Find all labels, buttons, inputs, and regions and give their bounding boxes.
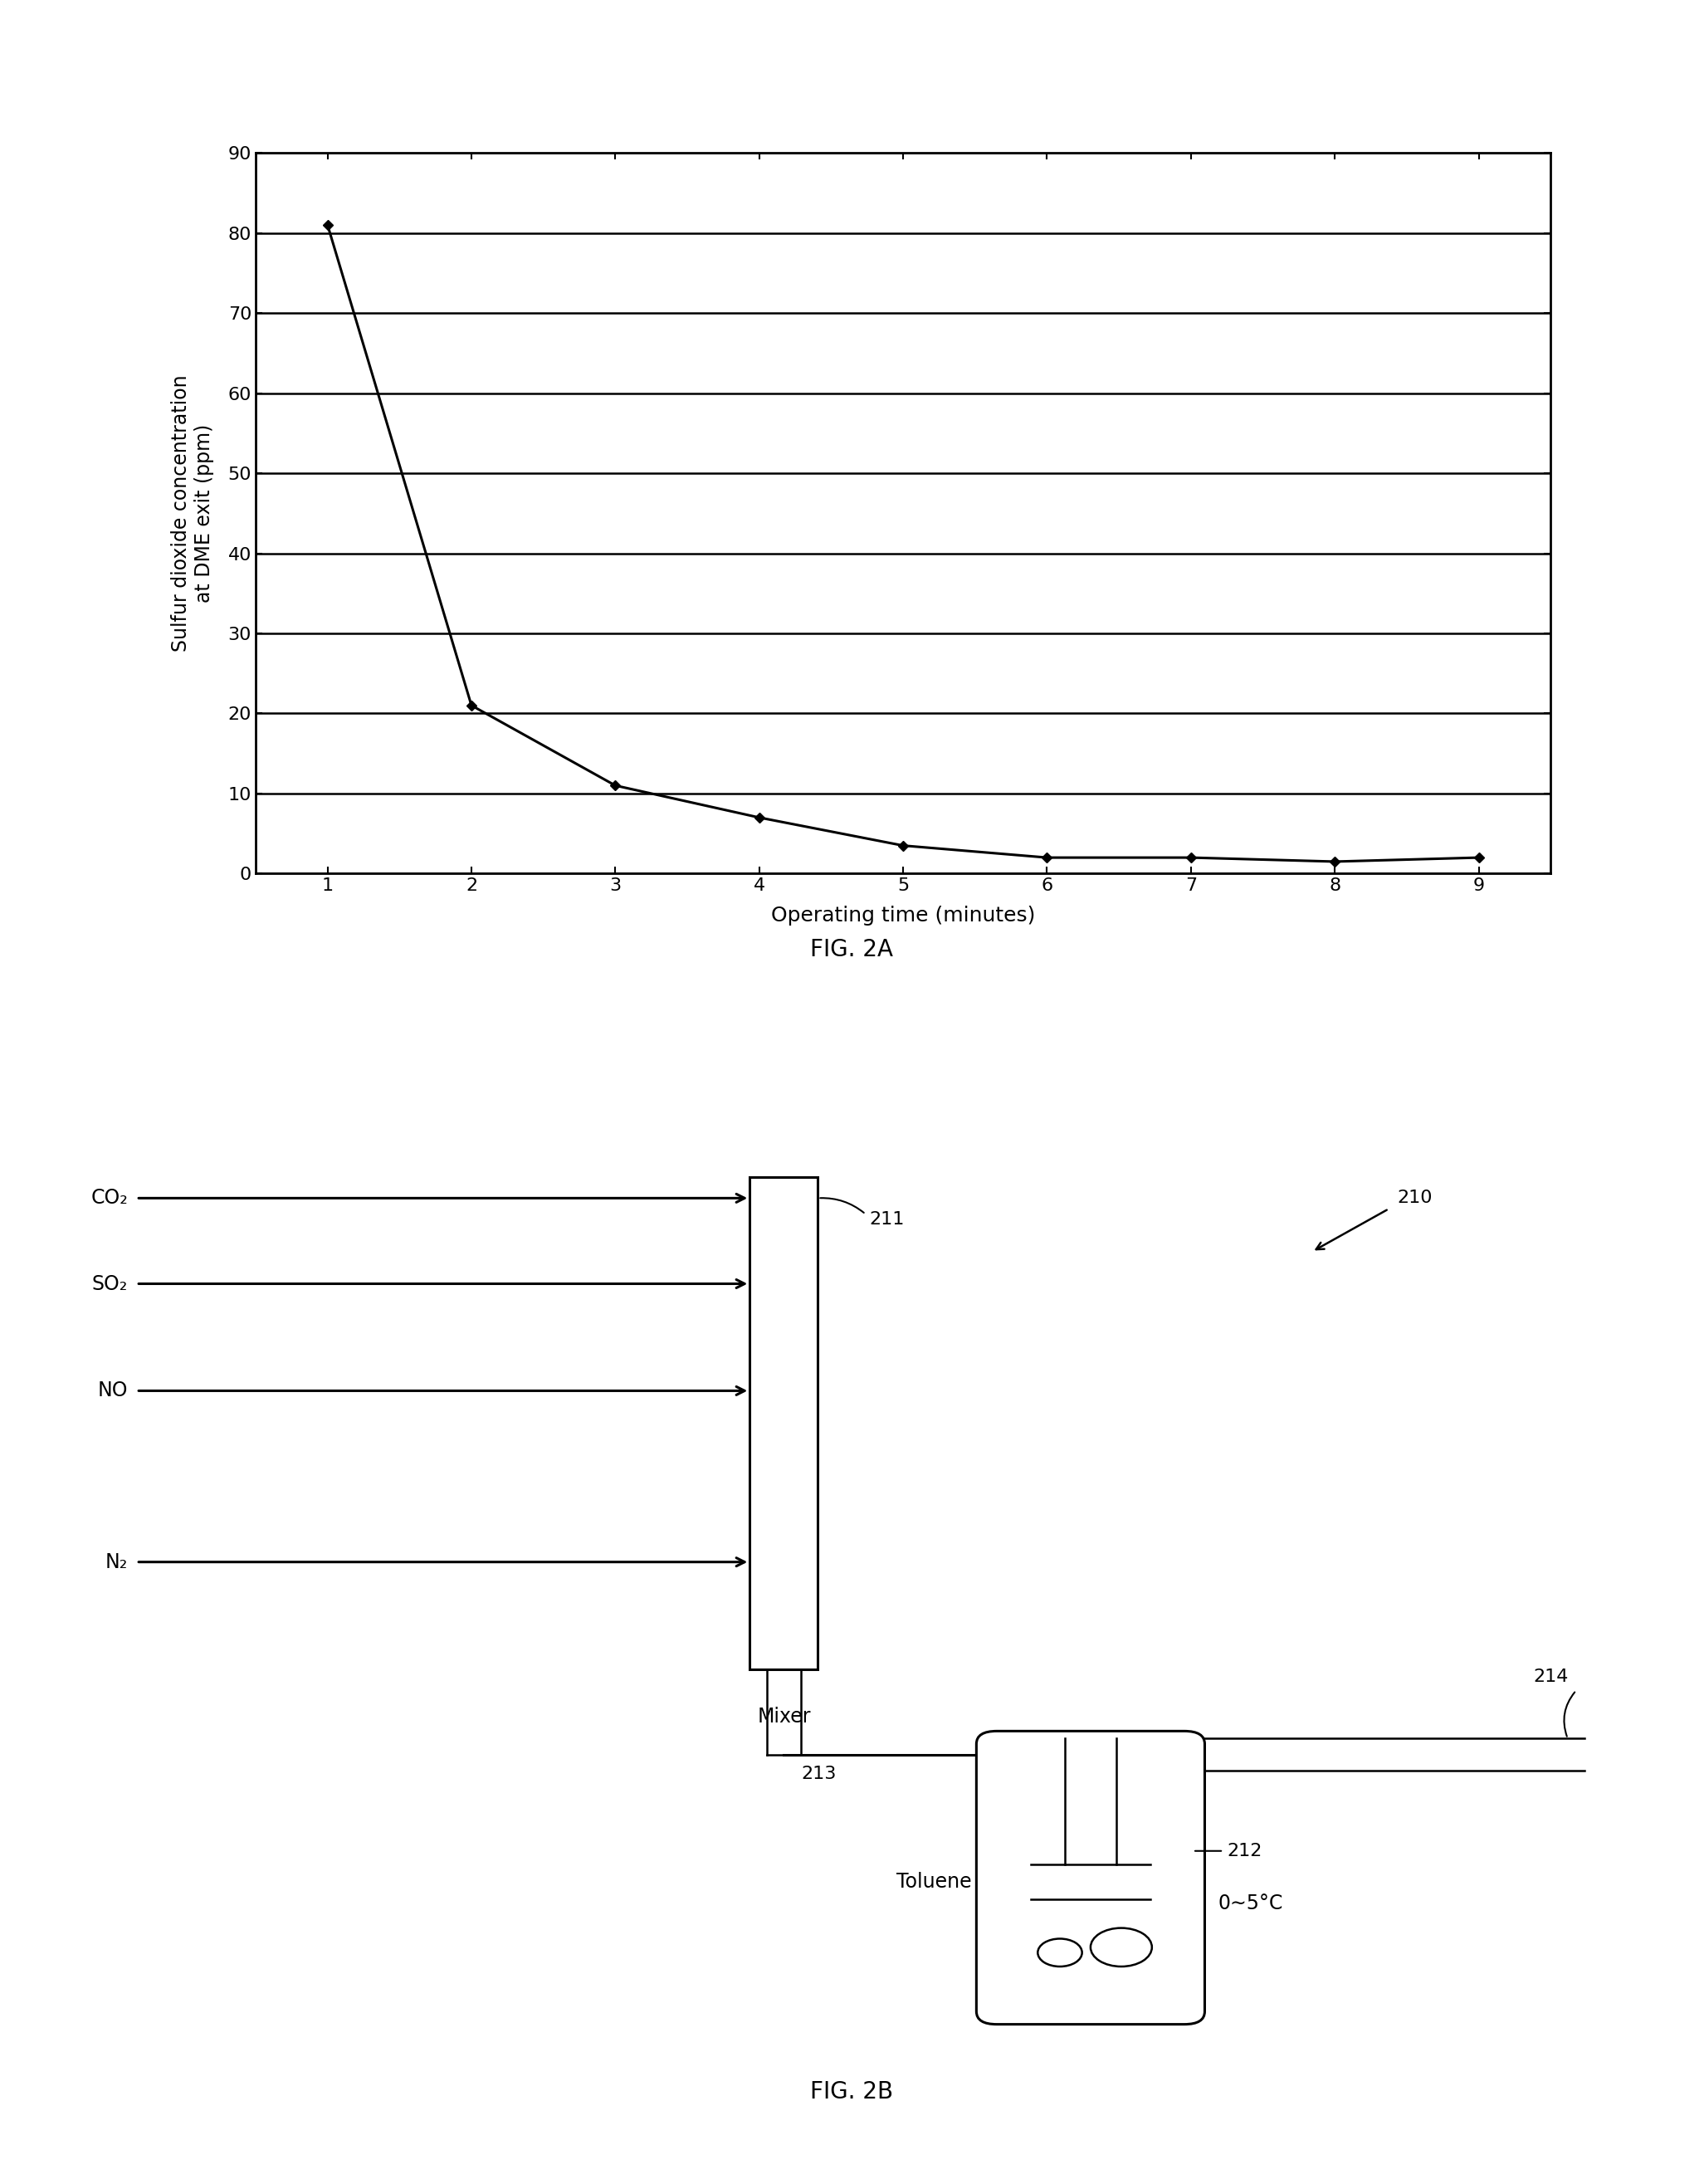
Bar xyxy=(750,1177,818,1669)
X-axis label: Operating time (minutes): Operating time (minutes) xyxy=(770,906,1036,926)
Text: Toluene: Toluene xyxy=(896,1872,971,1891)
Text: 214: 214 xyxy=(1534,1669,1569,1686)
Text: SO₂: SO₂ xyxy=(92,1273,128,1293)
Y-axis label: Sulfur dioxide concentration
at DME exit (ppm): Sulfur dioxide concentration at DME exit… xyxy=(170,376,215,651)
Text: 210: 210 xyxy=(1397,1190,1433,1206)
Text: CO₂: CO₂ xyxy=(90,1188,128,1208)
Text: 211: 211 xyxy=(869,1212,905,1227)
Text: 213: 213 xyxy=(801,1765,837,1782)
Text: Mixer: Mixer xyxy=(757,1706,811,1725)
Text: 0∼5°C: 0∼5°C xyxy=(1218,1894,1283,1913)
Text: NO: NO xyxy=(97,1380,128,1400)
FancyBboxPatch shape xyxy=(976,1732,1205,2025)
Text: FIG. 2A: FIG. 2A xyxy=(811,939,893,961)
Text: N₂: N₂ xyxy=(106,1553,128,1572)
Text: FIG. 2B: FIG. 2B xyxy=(811,2081,893,2103)
Text: 212: 212 xyxy=(1227,1843,1263,1859)
